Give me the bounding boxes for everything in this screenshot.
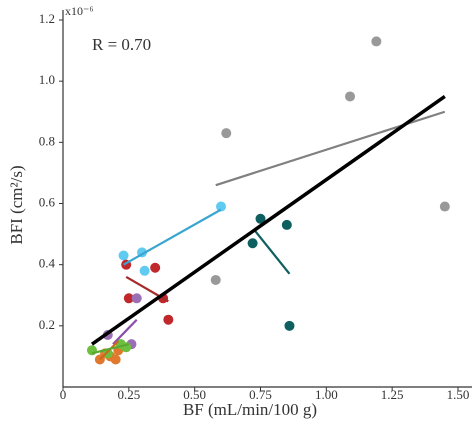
point	[150, 262, 161, 273]
x-tick-label: 1.00	[315, 387, 338, 402]
fit-line	[112, 318, 138, 345]
x-tick-label: 0.50	[183, 387, 206, 402]
point	[255, 213, 266, 224]
point	[131, 293, 142, 304]
point	[371, 36, 382, 47]
point	[439, 201, 450, 212]
fit-line	[91, 343, 130, 355]
fit-line	[123, 208, 222, 266]
point	[118, 250, 129, 261]
y-tick-label: 1.2	[39, 11, 55, 26]
y-tick-label: 1.0	[39, 72, 55, 87]
point	[163, 314, 174, 325]
x-axis-label: BF (mL/min/100 g)	[183, 400, 317, 419]
point	[281, 219, 292, 230]
point	[284, 320, 295, 331]
x-tick-label: 0.75	[249, 387, 272, 402]
annotation: R = 0.70	[92, 35, 151, 54]
fit-line	[90, 95, 446, 346]
point	[216, 201, 226, 212]
exponent-label: x10⁻⁶	[65, 4, 94, 18]
y-tick-label: 0.4	[39, 256, 56, 271]
point	[86, 345, 97, 356]
point	[123, 293, 134, 304]
y-axis-label: BFI (cm²/s)	[7, 165, 26, 244]
point	[345, 91, 356, 102]
y-tick-label: 0.2	[39, 317, 55, 332]
x-tick-label: 0	[60, 387, 67, 402]
fit-line	[99, 340, 120, 361]
fit-line	[215, 110, 446, 187]
point	[247, 238, 258, 249]
y-tick-label: 0.8	[39, 133, 55, 148]
point	[139, 265, 150, 276]
y-tick-label: 0.6	[39, 194, 56, 209]
point	[221, 128, 232, 139]
x-tick-label: 1.50	[447, 387, 470, 402]
fit-line	[254, 230, 291, 275]
x-tick-label: 1.25	[381, 387, 404, 402]
x-tick-label: 0.25	[117, 387, 140, 402]
point	[210, 274, 221, 285]
